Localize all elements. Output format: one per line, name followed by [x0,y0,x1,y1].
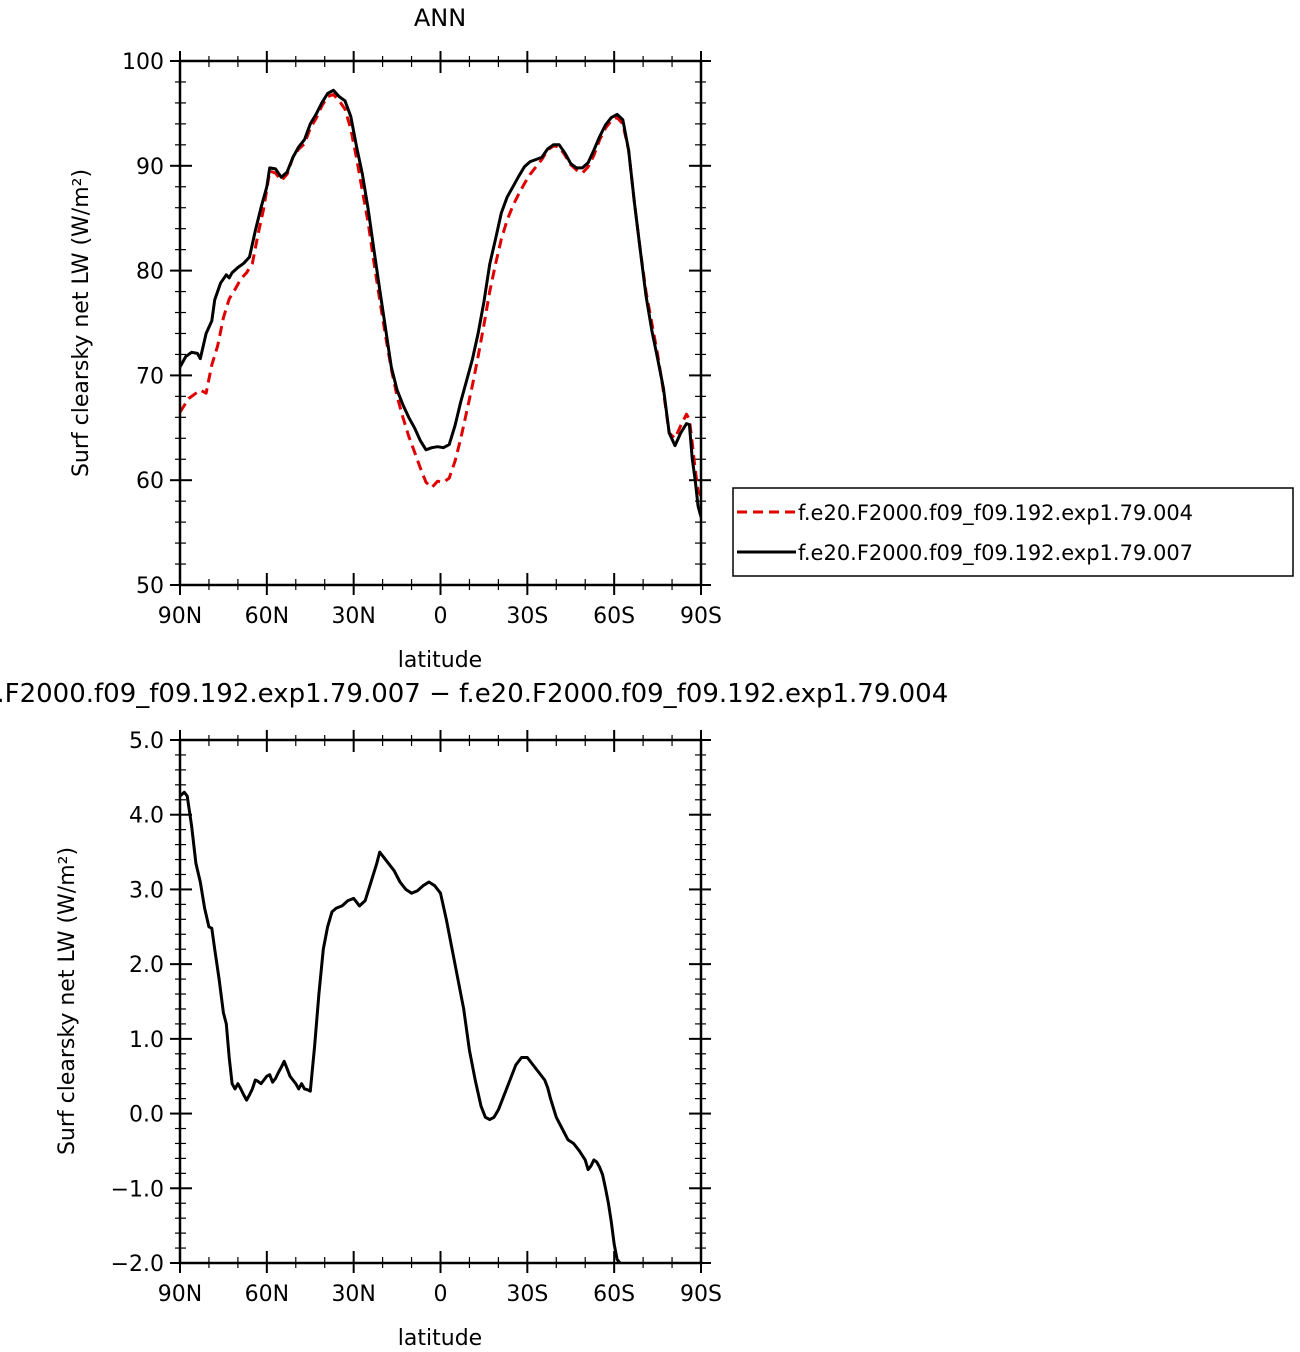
y-tick-label: 100 [122,50,164,75]
y-tick-label: 1.0 [129,1028,164,1053]
x-tick-label: 60S [593,604,635,629]
x-tick-label: 90N [158,1282,202,1307]
plot-frame [178,59,703,587]
x-tick-label: 30S [506,1282,548,1307]
legend: f.e20.F2000.f09_f09.192.exp1.79.004 f.e2… [732,487,1294,577]
y-tick-label: 60 [136,469,164,494]
y-tick-label: 4.0 [129,804,164,829]
legend-label-series-1: f.e20.F2000.f09_f09.192.exp1.79.004 [798,501,1193,526]
x-tick-label: 60N [245,1282,289,1307]
x-tick-label: 30N [331,604,375,629]
y-tick-label: −1.0 [111,1177,164,1202]
y-gridticks: 5.0 4.0 3.0 2.0 1.0 0.0 −1.0 −2.0 [111,729,711,1277]
x-tick-label: 60N [245,604,289,629]
annual-mean-panel: ANN 100 90 80 70 60 50 90N 60N 30N 0 30S 60S 90S la… [69,4,1294,673]
plot-lines [180,88,701,518]
y-gridticks: 100 90 80 70 60 50 [122,50,711,599]
y-tick-label: 5.0 [129,729,164,754]
x-axis-label: latitude [398,648,482,673]
panel-title: f.e20.F2000.f09_f09.192.exp1.79.007 − f.… [0,679,948,709]
x-tick-label: 60S [593,1282,635,1307]
legend-box [732,487,1294,577]
y-tick-label: 90 [136,155,164,180]
difference-panel: f.e20.F2000.f09_f09.192.exp1.79.007 − f.… [0,679,948,1351]
x-tick-label: 30N [331,1282,375,1307]
y-axis-label: Surf clearsky net LW (W/m²) [55,847,80,1155]
panel-title: ANN [414,4,466,32]
x-gridticks: 90N 60N 30N 0 30S 60S 90S [158,51,722,629]
series-line-2 [180,88,701,518]
plot-lines [180,790,622,1263]
series-line-1 [180,790,622,1263]
legend-label-series-2: f.e20.F2000.f09_f09.192.exp1.79.007 [798,541,1193,566]
y-tick-label: 50 [136,574,164,599]
y-tick-label: 3.0 [129,878,164,903]
y-tick-label: 70 [136,364,164,389]
x-axis-label: latitude [398,1326,482,1351]
x-tick-label: 0 [434,604,448,629]
x-tick-label: 90S [680,604,722,629]
x-gridticks: 90N 60N 30N 0 30S 60S 90S [158,730,722,1307]
x-tick-label: 0 [434,1282,448,1307]
y-axis-label: Surf clearsky net LW (W/m²) [69,169,94,477]
y-tick-label: 2.0 [129,953,164,978]
y-tick-label: 80 [136,260,164,285]
y-tick-label: −2.0 [111,1252,164,1277]
x-tick-label: 90N [158,604,202,629]
plot-frame [178,738,703,1265]
x-tick-label: 30S [506,604,548,629]
y-tick-label: 0.0 [129,1103,164,1128]
series-line-1 [180,93,701,497]
x-tick-label: 90S [680,1282,722,1307]
